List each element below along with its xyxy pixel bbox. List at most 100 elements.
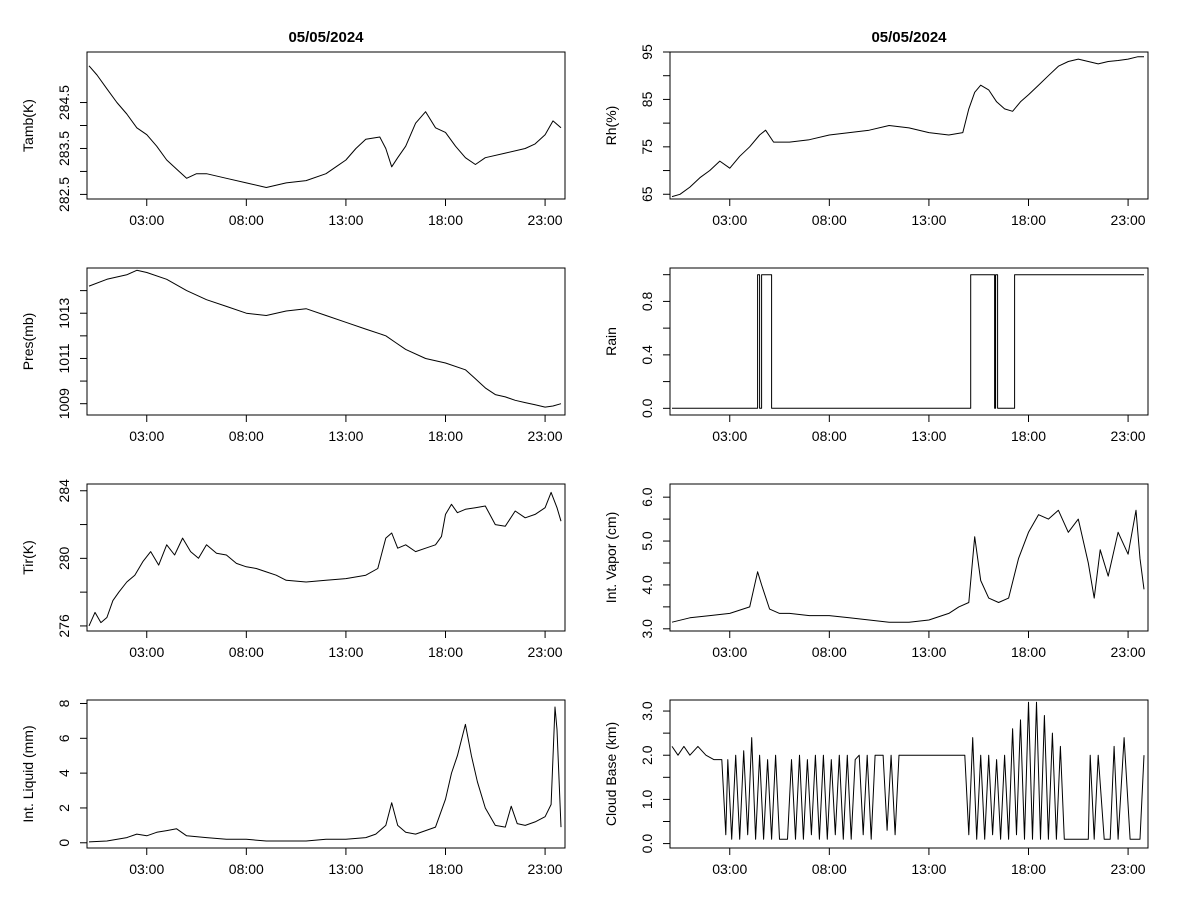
plot-frame: [86, 51, 566, 200]
panel-tamb: 05/05/2024 03:00 08:00 13:00 18:00 23:00 282.5…: [20, 29, 566, 228]
x-tick-label: 13:00: [328, 644, 363, 660]
x-tick-label: 13:00: [911, 644, 946, 660]
y-axis-label: Pres(mb): [20, 313, 36, 371]
x-tick-label: 08:00: [812, 644, 847, 660]
x-tick-label: 03:00: [712, 212, 747, 228]
series-line-rain: [672, 274, 1144, 409]
y-axis-label: Cloud Base (km): [603, 722, 619, 826]
y-tick-label: 1009: [56, 388, 72, 419]
x-tick-label: 08:00: [812, 212, 847, 228]
plot-frame: [669, 267, 1149, 416]
y-tick-label: 6: [56, 734, 72, 742]
x-tick-label: 18:00: [428, 861, 463, 877]
y-tick-label: 85: [639, 91, 655, 107]
panel-tir: 03:00 08:00 13:00 18:00 23:00 276 280 284 Tir(K): [20, 479, 566, 660]
y-tick-label: 280: [56, 546, 72, 570]
y-tick-label: 0.8: [639, 291, 655, 311]
y-tick-label: 0: [56, 839, 72, 847]
y-axis-label: Tamb(K): [20, 99, 36, 152]
series-line-tir: [88, 491, 562, 627]
y-tick-label: 1.0: [639, 789, 655, 809]
series-line-rh: [671, 56, 1144, 198]
plot-frame: [86, 699, 566, 849]
x-tick-label: 13:00: [328, 428, 363, 444]
x-tick-label: 13:00: [328, 212, 363, 228]
x-tick-label: 18:00: [1011, 212, 1046, 228]
x-tick-label: 18:00: [428, 644, 463, 660]
y-tick-label: 0.0: [639, 834, 655, 854]
x-tick-label: 23:00: [528, 644, 563, 660]
x-tick-label: 18:00: [428, 428, 463, 444]
y-tick-label: 283.5: [56, 131, 72, 166]
plot-title: 05/05/2024: [288, 29, 364, 46]
x-tick-label: 23:00: [528, 428, 563, 444]
y-tick-label: 4: [56, 769, 72, 777]
x-tick-label: 18:00: [1011, 428, 1046, 444]
plot-title: 05/05/2024: [871, 29, 947, 46]
y-axis-label: Rh(%): [603, 106, 619, 146]
x-tick-label: 08:00: [229, 428, 264, 444]
x-tick-label: 18:00: [1011, 861, 1046, 877]
plot-frame: [669, 483, 1149, 632]
series-line-liquid: [88, 706, 562, 843]
series-line-tamb: [88, 65, 562, 188]
x-tick-label: 23:00: [1111, 428, 1146, 444]
panel-vapor: 03:00 08:00 13:00 18:00 23:00 3.0 4.0 5.0 6.0 Int…: [603, 483, 1149, 660]
y-tick-label: 6.0: [639, 487, 655, 507]
plot-frame: [86, 483, 566, 632]
y-tick-label: 0.4: [639, 345, 655, 365]
panel-pres: 03:00 08:00 13:00 18:00 23:00 1009 1011 1013 Pre…: [20, 267, 566, 444]
y-tick-label: 2.0: [639, 745, 655, 765]
x-tick-label: 03:00: [129, 644, 164, 660]
x-tick-label: 13:00: [328, 861, 363, 877]
panel-rh: 05/05/2024 03:00 08:00 13:00 18:00 23:00 65 75 8…: [603, 29, 1149, 228]
x-tick-label: 03:00: [129, 861, 164, 877]
x-tick-label: 03:00: [712, 428, 747, 444]
y-tick-label: 2: [56, 804, 72, 812]
x-tick-label: 23:00: [528, 212, 563, 228]
x-tick-label: 08:00: [229, 861, 264, 877]
x-tick-label: 03:00: [129, 428, 164, 444]
panel-liquid: 03:00 08:00 13:00 18:00 23:00 0 2 4 6 8 Int. Liqui…: [20, 699, 566, 877]
series-line-vapor: [671, 509, 1145, 623]
series-line-pres: [88, 269, 562, 408]
y-tick-label: 1013: [56, 297, 72, 328]
y-axis-label: Int. Liquid (mm): [20, 725, 36, 822]
y-tick-label: 1011: [56, 343, 72, 373]
x-tick-label: 18:00: [428, 212, 463, 228]
y-tick-label: 4.0: [639, 575, 655, 595]
x-tick-label: 23:00: [1111, 212, 1146, 228]
plot-frame: [669, 51, 1149, 200]
y-tick-label: 284: [56, 479, 72, 503]
y-tick-label: 5.0: [639, 531, 655, 551]
x-tick-label: 03:00: [712, 861, 747, 877]
panel-rain: 03:00 08:00 13:00 18:00 23:00 0.0 0.4 0.8 Rain: [603, 267, 1149, 444]
x-tick-label: 03:00: [129, 212, 164, 228]
x-tick-label: 08:00: [812, 861, 847, 877]
x-tick-label: 23:00: [1111, 644, 1146, 660]
y-tick-label: 0.0: [639, 398, 655, 418]
x-tick-label: 08:00: [229, 644, 264, 660]
y-tick-label: 282.5: [56, 177, 72, 212]
y-tick-label: 75: [639, 139, 655, 155]
x-tick-label: 18:00: [1011, 644, 1046, 660]
y-axis-label: Rain: [603, 327, 619, 356]
panel-cloudbase: 03:00 08:00 13:00 18:00 23:00 0.0 1.0 2.0 3.0 Clo…: [603, 699, 1149, 877]
x-tick-label: 13:00: [911, 861, 946, 877]
plot-frame: [669, 699, 1149, 849]
y-tick-label: 276: [56, 614, 72, 638]
x-tick-label: 13:00: [911, 212, 946, 228]
y-tick-label: 8: [56, 699, 72, 707]
y-tick-label: 95: [639, 44, 655, 60]
x-tick-label: 08:00: [812, 428, 847, 444]
x-tick-label: 23:00: [528, 861, 563, 877]
x-tick-label: 23:00: [1111, 861, 1146, 877]
x-tick-label: 03:00: [712, 644, 747, 660]
y-tick-label: 284.5: [56, 85, 72, 120]
x-tick-label: 08:00: [229, 212, 264, 228]
x-tick-label: 13:00: [911, 428, 946, 444]
y-tick-label: 3.0: [639, 619, 655, 639]
y-axis-label: Int. Vapor (cm): [603, 512, 619, 604]
y-axis-label: Tir(K): [20, 540, 36, 574]
